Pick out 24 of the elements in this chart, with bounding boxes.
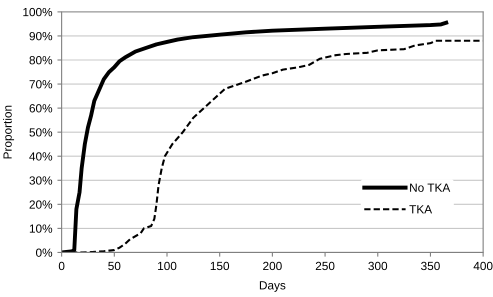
legend-label: TKA xyxy=(409,205,432,214)
x-tick-label: 400 xyxy=(474,262,493,270)
x-tick-label: 100 xyxy=(158,262,176,270)
y-tick-label: 50% xyxy=(29,128,52,137)
x-tick-label: 250 xyxy=(316,262,334,270)
y-tick-label: 70% xyxy=(30,80,52,88)
x-tick-label: 200 xyxy=(263,262,282,270)
x-tick-label: 0 xyxy=(58,262,64,270)
y-tick-label: 40% xyxy=(29,152,52,161)
x-tick-label: 350 xyxy=(421,262,440,270)
y-tick-label: 100% xyxy=(23,8,52,16)
x-tick-label: 50 xyxy=(108,262,120,270)
x-axis-title: Days xyxy=(260,281,286,292)
y-tick-label: 60% xyxy=(30,104,52,112)
x-tick-label: 300 xyxy=(368,262,388,270)
y-tick-label: 0% xyxy=(36,248,52,257)
y-tick-label: 10% xyxy=(30,224,52,233)
legend-label: No TKA xyxy=(410,184,450,192)
y-axis-title: Proportion xyxy=(3,106,14,158)
y-tick-label: 20% xyxy=(30,200,52,209)
y-tick-label: 30% xyxy=(29,176,52,185)
y-tick-label: 80% xyxy=(29,56,52,64)
x-tick-label: 150 xyxy=(210,262,230,270)
y-tick-label: 90% xyxy=(30,32,52,40)
